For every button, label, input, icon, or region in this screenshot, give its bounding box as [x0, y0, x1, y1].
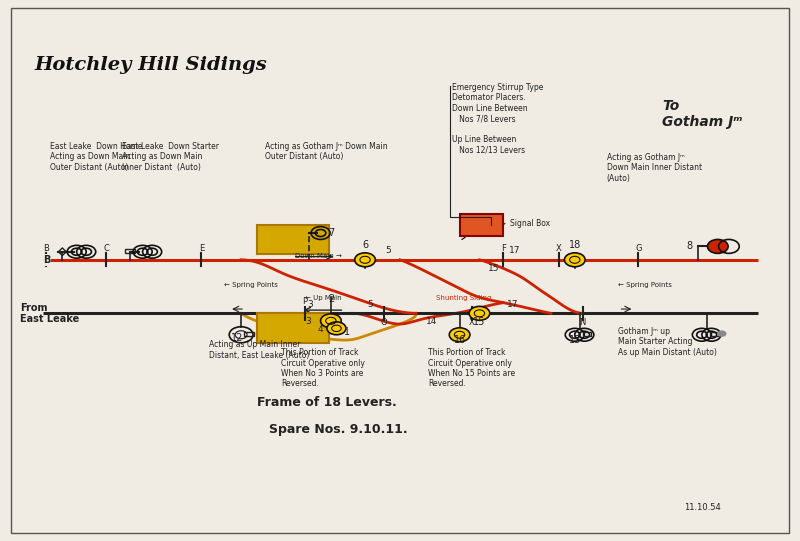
Text: 3: 3: [307, 300, 313, 309]
Text: E: E: [198, 243, 204, 253]
Text: 2: 2: [328, 294, 334, 304]
Circle shape: [565, 253, 585, 267]
Text: X: X: [469, 318, 474, 327]
Text: 6: 6: [362, 240, 368, 250]
Text: 15: 15: [474, 317, 486, 327]
Text: 16: 16: [454, 335, 466, 345]
Text: 12: 12: [231, 333, 243, 343]
Text: Acting as Up Main Inner
Distant, East Leake (Auto): Acting as Up Main Inner Distant, East Le…: [210, 340, 310, 360]
Text: 7: 7: [329, 228, 334, 238]
Text: N: N: [579, 318, 586, 327]
Circle shape: [469, 306, 490, 320]
Text: 15: 15: [488, 263, 499, 273]
Circle shape: [717, 331, 726, 337]
Text: C: C: [103, 243, 109, 253]
Text: 17: 17: [510, 246, 521, 255]
Text: ← Spring Points: ← Spring Points: [618, 282, 672, 288]
Text: O: O: [381, 318, 387, 327]
Bar: [710, 332, 719, 336]
Text: Gotham Jᵐ up
Main Starter Acting
As up Main Distant (Auto): Gotham Jᵐ up Main Starter Acting As up M…: [618, 327, 718, 357]
Text: ← Spring Points: ← Spring Points: [224, 282, 278, 288]
Text: 1: 1: [344, 327, 350, 337]
Text: 14: 14: [426, 317, 438, 326]
Circle shape: [707, 240, 728, 253]
Text: F: F: [501, 243, 506, 253]
Bar: [257, 225, 329, 254]
Text: ← Up Main: ← Up Main: [305, 295, 342, 301]
Bar: [244, 332, 254, 336]
Text: X: X: [556, 243, 562, 253]
Text: Acting as Gotham Jᵐ
Down Main Inner Distant
(Auto): Acting as Gotham Jᵐ Down Main Inner Dist…: [606, 153, 702, 182]
Text: G: G: [635, 243, 642, 253]
Circle shape: [450, 328, 470, 342]
Text: Emergency Stirrup Type
Detomator Placers.
Down Line Between
   Nos 7/8 Levers

U: Emergency Stirrup Type Detomator Placers…: [452, 83, 543, 155]
Text: 17: 17: [507, 300, 518, 309]
Text: From
East Leake: From East Leake: [20, 302, 79, 324]
Text: East Leake  Down Home
Acting as Down Main
Outer Distant (Auto): East Leake Down Home Acting as Down Main…: [50, 142, 143, 172]
Text: 8: 8: [686, 241, 692, 252]
Text: B: B: [42, 255, 50, 265]
Text: Acting as Gotham Jᵐ Down Main
Outer Distant (Auto): Acting as Gotham Jᵐ Down Main Outer Dist…: [265, 142, 387, 161]
Circle shape: [321, 314, 342, 328]
Text: To
Gotham Jᵐ: To Gotham Jᵐ: [662, 99, 742, 129]
Text: B: B: [43, 243, 50, 253]
Text: P: P: [302, 297, 307, 306]
Text: 11.10.54: 11.10.54: [685, 504, 721, 512]
Text: 13: 13: [569, 335, 581, 345]
Circle shape: [327, 322, 346, 335]
Text: Spare Nos. 9.10.11.: Spare Nos. 9.10.11.: [269, 423, 407, 436]
Text: 5: 5: [386, 246, 391, 255]
Text: Down Main →: Down Main →: [295, 253, 342, 259]
Bar: [257, 313, 329, 343]
Text: Frame of 18 Levers.: Frame of 18 Levers.: [257, 397, 397, 410]
Bar: [582, 332, 590, 336]
Text: Hotchley Hill Sidings: Hotchley Hill Sidings: [34, 56, 267, 74]
Bar: [125, 249, 134, 253]
Text: 3: 3: [306, 317, 311, 326]
Text: This Portion of Track
Circuit Operative only
When No 15 Points are
Reversed.: This Portion of Track Circuit Operative …: [428, 348, 515, 388]
Text: Signal Box: Signal Box: [510, 219, 550, 228]
Text: 18: 18: [569, 240, 581, 250]
Text: 4: 4: [318, 325, 323, 334]
Text: This Portion of Track
Circuit Operative only
When No 3 Points are
Reversed.: This Portion of Track Circuit Operative …: [281, 348, 365, 388]
Text: East Leake  Down Starter
Acting as Down Main
Inner Distant  (Auto): East Leake Down Starter Acting as Down M…: [122, 142, 219, 172]
Circle shape: [354, 253, 375, 267]
Text: 5: 5: [367, 300, 373, 309]
Text: Shunting Siding: Shunting Siding: [436, 295, 491, 301]
Bar: [459, 214, 503, 236]
